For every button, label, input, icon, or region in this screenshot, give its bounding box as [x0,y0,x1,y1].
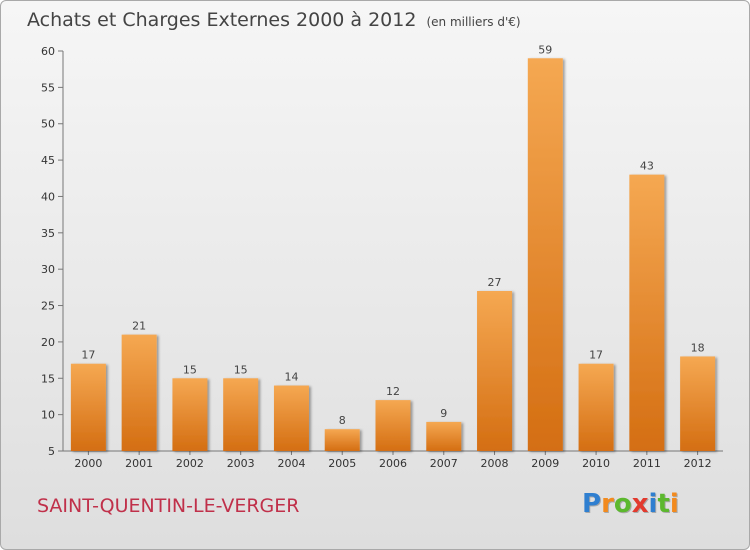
bar-2001 [121,334,157,451]
data-label-2011: 43 [640,160,654,173]
x-tick-label-2011: 2011 [633,457,661,470]
data-label-2010: 17 [589,349,603,362]
x-tick-label-2010: 2010 [582,457,610,470]
proxiti-logo: Proxiti [582,489,679,519]
x-tick-label-2005: 2005 [328,457,356,470]
y-tick-label: 30 [41,263,55,276]
bar-2004 [273,385,309,451]
bars [70,58,716,452]
bar-2003 [223,378,259,451]
data-label-2009: 59 [538,43,552,56]
logo-letter: P [582,489,602,519]
chart-title: Achats et Charges Externes 2000 à 2012 (e… [27,9,521,31]
bar-2012 [680,356,716,451]
y-tick-label: 10 [41,409,55,422]
data-label-2002: 15 [183,363,197,376]
bar-2006 [375,400,411,451]
labels: 17 21 15 15 14 8 12 9 27 59 17 43 18 [81,43,704,427]
commune-name: SAINT-QUENTIN-LE-VERGER [37,495,300,517]
x-tick-label-2008: 2008 [481,457,509,470]
y-tick-label: 45 [41,154,55,167]
logo-letter: x [631,489,649,519]
bar-2005 [324,429,360,451]
y-tick-label: 55 [41,81,55,94]
data-label-2005: 8 [339,414,346,427]
y-tick-label: 20 [41,336,55,349]
logo-letter: i [648,489,658,519]
bar-2007 [426,421,462,451]
x-tick-label-2004: 2004 [277,457,305,470]
y-tick-label: 60 [41,45,55,58]
bar-2008 [477,291,513,451]
logo-letter: o [613,489,632,519]
bar-2010 [578,363,614,451]
logo-letter: i [669,489,679,519]
y-tick-label: 50 [41,118,55,131]
bar-2002 [172,378,208,451]
data-label-2001: 21 [132,320,146,333]
x-tick-label-2002: 2002 [176,457,204,470]
y-tick-label: 35 [41,227,55,240]
x-tick-label-2001: 2001 [125,457,153,470]
x-tick-label-2009: 2009 [531,457,559,470]
x-tick-label-2007: 2007 [430,457,458,470]
bar-2011 [629,174,665,452]
data-label-2006: 12 [386,385,400,398]
logo-letter: t [657,489,670,519]
y-tick-label: 5 [48,445,55,458]
chart-subtitle: (en milliers d'€) [426,15,521,29]
x-tick-label-2003: 2003 [227,457,255,470]
x-tick-label-2000: 2000 [74,457,102,470]
data-label-2004: 14 [284,371,298,384]
data-label-2008: 27 [488,276,502,289]
data-label-2000: 17 [81,349,95,362]
title-text: Achats et Charges Externes 2000 à 2012 [27,9,417,31]
data-label-2007: 9 [440,407,447,420]
bar-2009 [527,58,563,451]
bar-2000 [70,363,106,451]
data-label-2012: 18 [691,341,705,354]
logo-letter: r [601,489,614,519]
x-tick-label-2006: 2006 [379,457,407,470]
y-tick-label: 40 [41,190,55,203]
data-label-2003: 15 [234,363,248,376]
y-tick-label: 15 [41,372,55,385]
x-tick-label-2012: 2012 [684,457,712,470]
y-tick-label: 25 [41,300,55,313]
